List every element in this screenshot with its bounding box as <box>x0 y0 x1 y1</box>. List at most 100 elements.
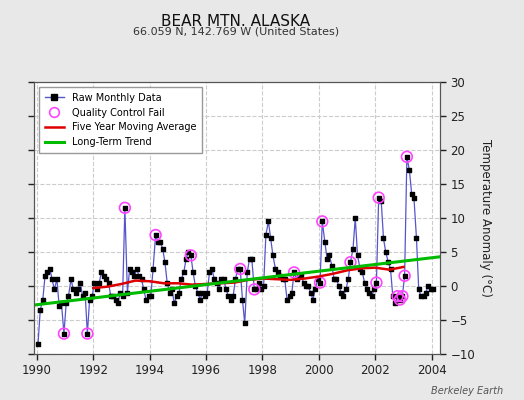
Point <box>335 283 343 289</box>
Point <box>396 296 404 303</box>
Point <box>351 215 359 221</box>
Point <box>410 194 418 201</box>
Point <box>88 293 96 299</box>
Point <box>208 266 216 272</box>
Point <box>79 293 87 299</box>
Point <box>121 205 129 211</box>
Point <box>198 290 206 296</box>
Point <box>349 245 357 252</box>
Point <box>328 262 336 269</box>
Point <box>288 290 296 296</box>
Point <box>177 276 185 282</box>
Point <box>311 286 320 293</box>
Point <box>269 252 277 259</box>
Point <box>402 154 411 160</box>
Point <box>330 276 339 282</box>
Point <box>398 293 407 299</box>
Point <box>264 218 272 224</box>
Point <box>386 266 395 272</box>
Point <box>180 269 188 276</box>
Point <box>201 293 209 299</box>
Point <box>43 269 51 276</box>
Point <box>318 218 326 224</box>
Point <box>381 249 390 255</box>
Y-axis label: Temperature Anomaly (°C): Temperature Anomaly (°C) <box>479 139 492 297</box>
Point <box>135 273 143 279</box>
Point <box>229 293 237 299</box>
Point <box>95 279 103 286</box>
Point <box>402 154 411 160</box>
Point <box>236 266 244 272</box>
Point <box>224 293 233 299</box>
Point <box>379 235 388 242</box>
Point <box>53 276 61 282</box>
Point <box>292 276 301 282</box>
Point <box>300 279 308 286</box>
Point <box>226 296 235 303</box>
Point <box>391 300 399 306</box>
Legend: Raw Monthly Data, Quality Control Fail, Five Year Moving Average, Long-Term Tren: Raw Monthly Data, Quality Control Fail, … <box>39 87 202 153</box>
Point <box>121 205 129 211</box>
Point <box>130 273 139 279</box>
Point <box>394 293 402 299</box>
Point <box>85 296 94 303</box>
Point <box>139 286 148 293</box>
Point <box>67 276 75 282</box>
Point <box>125 266 134 272</box>
Point <box>253 286 261 293</box>
Point <box>429 286 437 293</box>
Point <box>187 252 195 259</box>
Point <box>323 256 331 262</box>
Point <box>274 269 282 276</box>
Point <box>149 266 157 272</box>
Point <box>261 232 270 238</box>
Point <box>145 293 153 299</box>
Point <box>394 293 402 299</box>
Point <box>318 218 326 224</box>
Point <box>172 293 181 299</box>
Point <box>76 279 84 286</box>
Point <box>163 279 171 286</box>
Point <box>158 245 167 252</box>
Point <box>81 290 89 296</box>
Point <box>69 286 78 293</box>
Point <box>151 232 160 238</box>
Point <box>194 290 202 296</box>
Point <box>304 283 312 289</box>
Text: 66.059 N, 142.769 W (United States): 66.059 N, 142.769 W (United States) <box>133 26 339 36</box>
Point <box>168 286 176 293</box>
Point <box>191 283 200 289</box>
Point <box>422 290 430 296</box>
Point <box>92 286 101 293</box>
Point <box>377 198 386 204</box>
Point <box>222 286 231 293</box>
Point <box>365 290 374 296</box>
Point <box>60 330 68 337</box>
Point <box>170 300 178 306</box>
Point <box>283 296 291 303</box>
Point <box>427 286 435 293</box>
Point <box>255 279 263 286</box>
Point <box>83 330 92 337</box>
Text: Berkeley Earth: Berkeley Earth <box>431 386 503 396</box>
Point <box>294 273 303 279</box>
Point <box>316 279 324 286</box>
Point <box>50 286 59 293</box>
Point <box>309 296 317 303</box>
Point <box>104 279 113 286</box>
Point <box>250 286 258 293</box>
Point <box>34 341 42 347</box>
Point <box>83 330 92 337</box>
Point <box>356 266 364 272</box>
Point <box>133 266 141 272</box>
Point <box>339 293 347 299</box>
Point <box>361 279 369 286</box>
Point <box>271 266 280 272</box>
Point <box>215 286 223 293</box>
Point <box>257 286 266 293</box>
Point <box>112 296 120 303</box>
Point <box>370 286 378 293</box>
Point <box>372 279 380 286</box>
Point <box>396 296 404 303</box>
Point <box>344 276 353 282</box>
